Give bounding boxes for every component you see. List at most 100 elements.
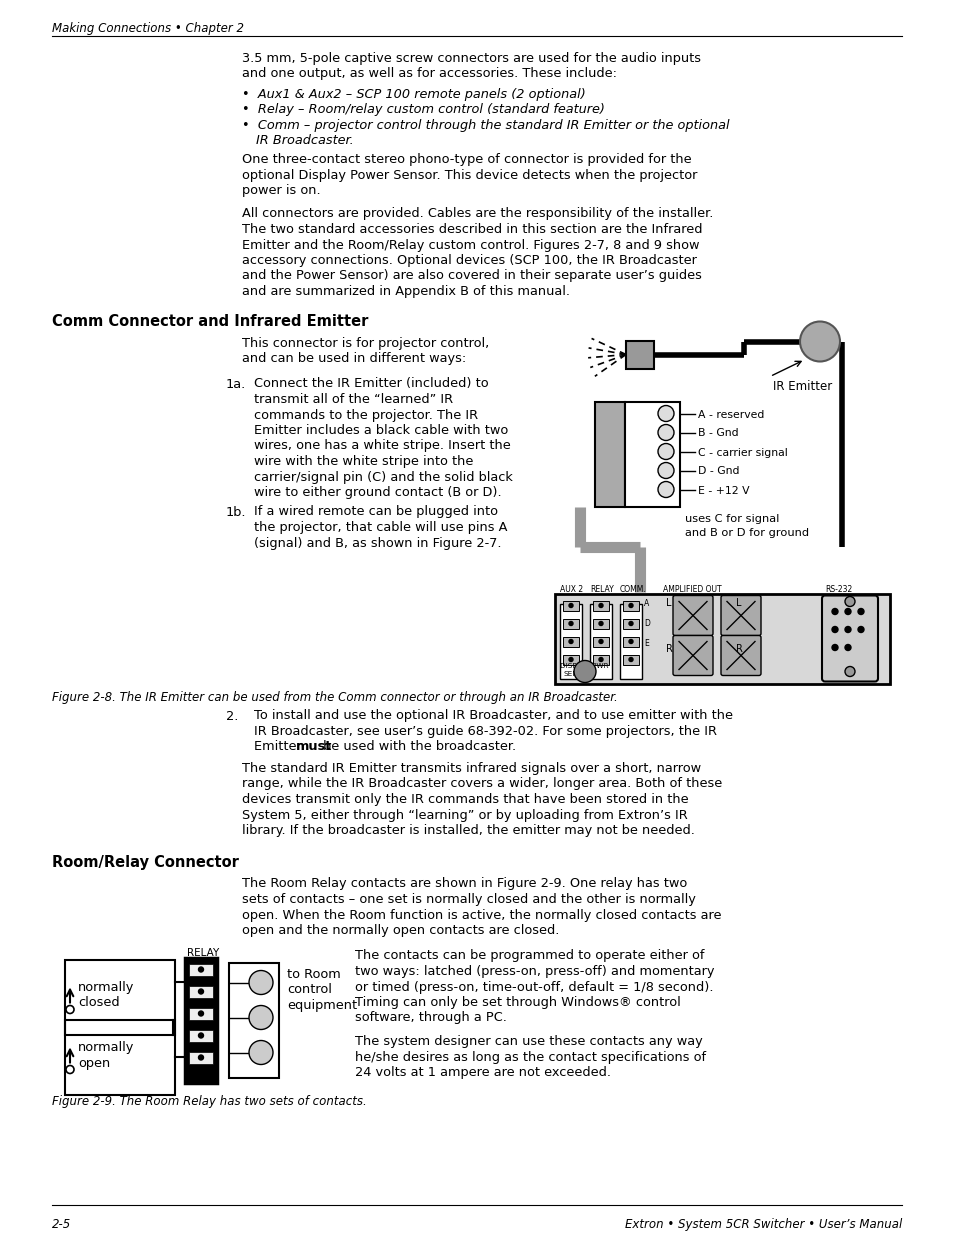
FancyBboxPatch shape: [593, 600, 608, 610]
Circle shape: [844, 645, 850, 651]
Text: The Room Relay contacts are shown in Figure 2-9. One relay has two: The Room Relay contacts are shown in Fig…: [242, 878, 686, 890]
Text: the projector, that cable will use pins A: the projector, that cable will use pins …: [253, 521, 507, 534]
Text: D: D: [643, 619, 649, 627]
Text: Emitter includes a black cable with two: Emitter includes a black cable with two: [253, 424, 508, 437]
Text: All connectors are provided. Cables are the responsibility of the installer.: All connectors are provided. Cables are …: [242, 207, 713, 221]
Text: A: A: [643, 599, 649, 608]
Text: software, through a PC.: software, through a PC.: [355, 1011, 506, 1025]
Circle shape: [857, 609, 863, 615]
Text: normally: normally: [78, 1041, 134, 1055]
Circle shape: [831, 609, 837, 615]
Circle shape: [198, 989, 203, 994]
Circle shape: [568, 604, 573, 608]
Text: IR Emitter: IR Emitter: [772, 379, 831, 393]
Text: Figure 2-8. The IR Emitter can be used from the Comm connector or through an IR : Figure 2-8. The IR Emitter can be used f…: [52, 692, 618, 704]
Circle shape: [249, 1041, 273, 1065]
Circle shape: [66, 1066, 74, 1073]
Text: 1b.: 1b.: [226, 505, 246, 519]
Text: transmit all of the “learned” IR: transmit all of the “learned” IR: [253, 393, 453, 406]
Circle shape: [658, 425, 673, 441]
Circle shape: [844, 626, 850, 632]
Text: and one output, as well as for accessories. These include:: and one output, as well as for accessori…: [242, 68, 617, 80]
Text: open. When the Room function is active, the normally closed contacts are: open. When the Room function is active, …: [242, 909, 720, 921]
Circle shape: [568, 640, 573, 643]
Circle shape: [658, 482, 673, 498]
Text: and the Power Sensor) are also covered in their separate user’s guides: and the Power Sensor) are also covered i…: [242, 269, 701, 283]
Circle shape: [628, 640, 633, 643]
Circle shape: [249, 971, 273, 994]
Text: open: open: [78, 1056, 111, 1070]
FancyBboxPatch shape: [622, 636, 639, 646]
Text: A - reserved: A - reserved: [698, 410, 763, 420]
FancyBboxPatch shape: [189, 963, 213, 976]
FancyBboxPatch shape: [562, 600, 578, 610]
Text: power is on.: power is on.: [242, 184, 320, 198]
Text: library. If the broadcaster is installed, the emitter may not be needed.: library. If the broadcaster is installed…: [242, 824, 694, 837]
Text: to Room: to Room: [287, 967, 340, 981]
Circle shape: [198, 1011, 203, 1016]
Text: •  Aux1 & Aux2 – SCP 100 remote panels (2 optional): • Aux1 & Aux2 – SCP 100 remote panels (2…: [242, 88, 585, 101]
FancyBboxPatch shape: [672, 595, 712, 636]
Circle shape: [598, 657, 602, 662]
FancyBboxPatch shape: [555, 594, 889, 683]
Text: wires, one has a white stripe. Insert the: wires, one has a white stripe. Insert th…: [253, 440, 510, 452]
FancyBboxPatch shape: [562, 619, 578, 629]
Text: If a wired remote can be plugged into: If a wired remote can be plugged into: [253, 505, 497, 519]
FancyBboxPatch shape: [593, 619, 608, 629]
Circle shape: [198, 967, 203, 972]
Circle shape: [658, 443, 673, 459]
FancyBboxPatch shape: [619, 604, 641, 678]
FancyBboxPatch shape: [720, 636, 760, 676]
Circle shape: [249, 1005, 273, 1030]
FancyBboxPatch shape: [821, 595, 877, 682]
Circle shape: [658, 405, 673, 421]
FancyBboxPatch shape: [229, 962, 278, 1077]
Text: control: control: [287, 983, 332, 995]
Text: 2-5: 2-5: [52, 1218, 71, 1231]
FancyBboxPatch shape: [189, 1030, 213, 1041]
Text: (signal) and B, as shown in Figure 2-7.: (signal) and B, as shown in Figure 2-7.: [253, 536, 501, 550]
Text: equipment: equipment: [287, 999, 356, 1011]
Text: B - Gnd: B - Gnd: [698, 429, 738, 438]
Text: and can be used in different ways:: and can be used in different ways:: [242, 352, 466, 366]
Text: range, while the IR Broadcaster covers a wider, longer area. Both of these: range, while the IR Broadcaster covers a…: [242, 778, 721, 790]
FancyBboxPatch shape: [622, 655, 639, 664]
Text: The contacts can be programmed to operate either of: The contacts can be programmed to operat…: [355, 950, 703, 962]
Text: D - Gnd: D - Gnd: [698, 467, 739, 477]
Text: System 5, either through “learning” or by uploading from Extron’s IR: System 5, either through “learning” or b…: [242, 809, 687, 821]
Text: he/she desires as long as the contact specifications of: he/she desires as long as the contact sp…: [355, 1051, 705, 1063]
FancyBboxPatch shape: [622, 600, 639, 610]
Text: two ways: latched (press-on, press-off) and momentary: two ways: latched (press-on, press-off) …: [355, 965, 714, 978]
Text: •  Comm – projector control through the standard IR Emitter or the optional: • Comm – projector control through the s…: [242, 119, 729, 132]
Text: Emitter and the Room/Relay custom control. Figures 2-7, 8 and 9 show: Emitter and the Room/Relay custom contro…: [242, 238, 699, 252]
FancyBboxPatch shape: [622, 619, 639, 629]
Text: Connect the IR Emitter (included) to: Connect the IR Emitter (included) to: [253, 378, 488, 390]
Text: E: E: [643, 638, 648, 647]
FancyBboxPatch shape: [625, 341, 654, 368]
Text: and B or D for ground: and B or D for ground: [684, 529, 808, 538]
Text: must: must: [295, 741, 332, 753]
Text: R: R: [735, 643, 742, 653]
FancyBboxPatch shape: [189, 1008, 213, 1020]
FancyBboxPatch shape: [595, 401, 624, 506]
Text: IR Broadcaster.: IR Broadcaster.: [255, 135, 354, 147]
Text: carrier/signal pin (C) and the solid black: carrier/signal pin (C) and the solid bla…: [253, 471, 513, 483]
Circle shape: [658, 462, 673, 478]
Text: C - carrier signal: C - carrier signal: [698, 447, 787, 457]
Text: AUX 2: AUX 2: [559, 585, 582, 594]
Text: One three-contact stereo phono-type of connector is provided for the: One three-contact stereo phono-type of c…: [242, 153, 691, 165]
Text: The standard IR Emitter transmits infrared signals over a short, narrow: The standard IR Emitter transmits infrar…: [242, 762, 700, 776]
Text: sets of contacts – one set is normally closed and the other is normally: sets of contacts – one set is normally c…: [242, 893, 695, 906]
FancyBboxPatch shape: [589, 604, 612, 678]
Circle shape: [568, 657, 573, 662]
Circle shape: [628, 621, 633, 625]
Text: SENSOR: SENSOR: [563, 672, 594, 678]
Text: RELAY: RELAY: [187, 947, 219, 957]
Circle shape: [568, 621, 573, 625]
FancyBboxPatch shape: [593, 655, 608, 664]
Text: Comm Connector and Infrared Emitter: Comm Connector and Infrared Emitter: [52, 315, 368, 330]
Text: wire to either ground contact (B or D).: wire to either ground contact (B or D).: [253, 487, 501, 499]
Text: L: L: [735, 598, 740, 608]
FancyBboxPatch shape: [624, 401, 679, 506]
Text: and are summarized in Appendix B of this manual.: and are summarized in Appendix B of this…: [242, 285, 569, 298]
